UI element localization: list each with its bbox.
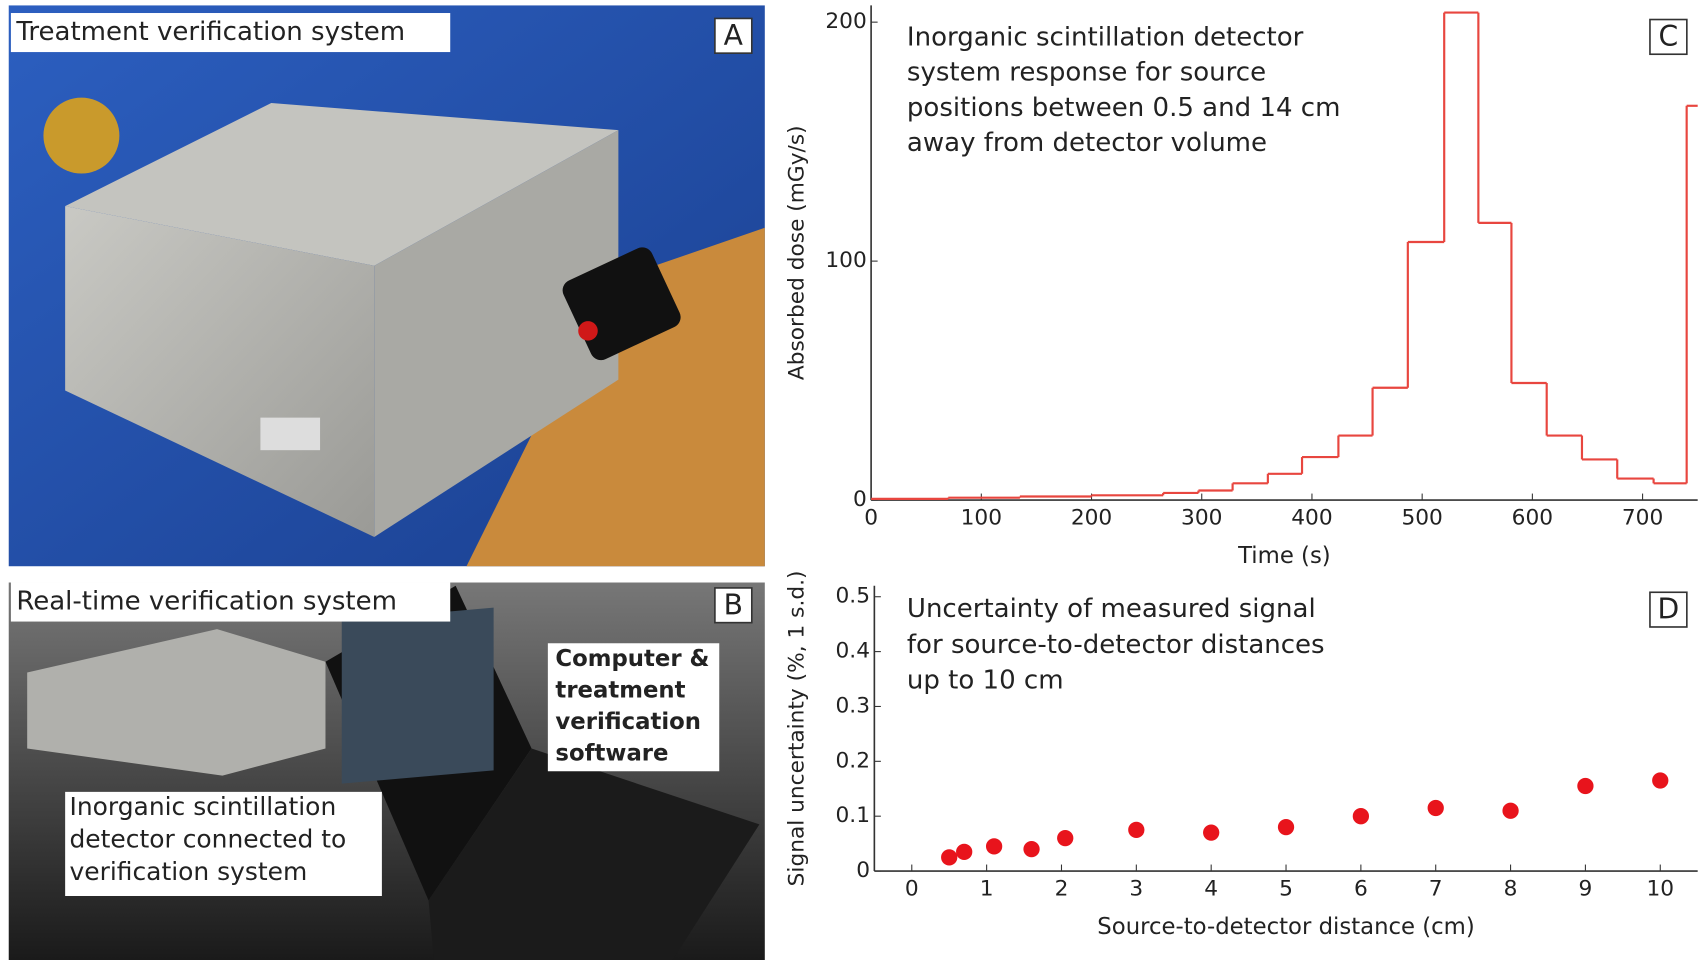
annotation: system response for source (907, 58, 1266, 88)
photo-caption: Real-time verification system (16, 587, 397, 617)
x-tick-label: 400 (1291, 506, 1332, 531)
point (1652, 772, 1669, 789)
point (941, 849, 958, 866)
x-tick-label: 600 (1512, 506, 1553, 531)
y-tick-label: 200 (825, 9, 866, 34)
point (985, 838, 1003, 855)
point (1277, 819, 1295, 836)
panel-label-box (714, 587, 753, 624)
point (1023, 840, 1040, 858)
x-tick-label: 7 (1429, 876, 1443, 901)
x-axis-label: Time (s) (1237, 543, 1331, 569)
callout-box (65, 791, 382, 896)
photo-b (8, 582, 765, 960)
panel-label: B (724, 588, 743, 621)
y-tick-label: 0 (853, 487, 867, 512)
point (1577, 777, 1594, 795)
x-tick-label: 200 (1071, 506, 1112, 531)
point (1128, 821, 1145, 839)
photo-annotation: Computer & (555, 646, 709, 672)
point (1057, 829, 1074, 847)
caption-box (10, 13, 451, 53)
photo-annotation: verification (555, 709, 701, 735)
photo-caption: Treatment verification system (15, 17, 405, 47)
caption-box (10, 582, 451, 622)
photo-annotation: Inorganic scintillation (69, 792, 336, 821)
y-tick-label: 100 (825, 248, 866, 273)
photo-annotation: detector connected to (69, 825, 346, 854)
y-axis-label: Signal uncertainty (%, 1 s.d.) (784, 570, 809, 886)
x-tick-label: 8 (1504, 876, 1518, 901)
point (1352, 808, 1370, 825)
point (1502, 802, 1519, 819)
y-axis-label: Absorbed dose (mGy/s) (784, 125, 809, 380)
y-tick-label: 0.2 (836, 748, 871, 773)
photo-annotation: software (555, 740, 668, 766)
annotation: positions between 0.5 and 14 cm (907, 93, 1341, 123)
x-tick-label: 5 (1279, 876, 1293, 901)
panel-label-box (1649, 591, 1688, 628)
annotation: Uncertainty of measured signal (907, 594, 1316, 624)
panel-label-box (1649, 18, 1688, 56)
x-tick-label: 700 (1622, 506, 1663, 531)
x-tick-label: 4 (1204, 876, 1218, 901)
y-tick-label: 0.3 (836, 693, 871, 718)
x-axis-label: Source-to-detector distance (cm) (1097, 914, 1474, 940)
y-tick-label: 0.4 (836, 639, 871, 664)
x-tick-label: 6 (1354, 876, 1368, 901)
y-tick-label: 0.1 (836, 803, 871, 828)
x-tick-label: 9 (1579, 876, 1593, 901)
x-tick-label: 300 (1181, 506, 1222, 531)
annotation: for source-to-detector distances (907, 630, 1325, 660)
x-tick-label: 2 (1055, 876, 1069, 901)
point (1427, 799, 1444, 817)
photo-annotation: verification system (69, 857, 307, 886)
point (1203, 824, 1220, 841)
annotation: up to 10 cm (907, 666, 1064, 696)
panel-label: D (1658, 593, 1680, 626)
x-tick-label: 0 (905, 876, 919, 901)
x-tick-label: 1 (980, 876, 994, 901)
annotation: away from detector volume (907, 128, 1267, 158)
x-tick-label: 500 (1401, 506, 1442, 531)
photo-b-box (65, 643, 720, 896)
y-tick-label: 0 (856, 858, 870, 883)
y-tick-label: 0.5 (836, 584, 871, 609)
annotation: Inorganic scintillation detector (907, 22, 1304, 52)
point (956, 843, 973, 860)
callout-box (547, 643, 720, 772)
x-tick-label: 100 (961, 506, 1002, 531)
photo-annotation: treatment (555, 677, 685, 703)
x-tick-label: 0 (864, 506, 878, 531)
x-tick-label: 10 (1646, 876, 1674, 901)
panel-label: C (1659, 20, 1679, 53)
x-tick-label: 3 (1129, 876, 1143, 901)
photo-a (8, 5, 765, 567)
panel-label-box (714, 17, 753, 54)
panel-label: A (724, 19, 744, 52)
